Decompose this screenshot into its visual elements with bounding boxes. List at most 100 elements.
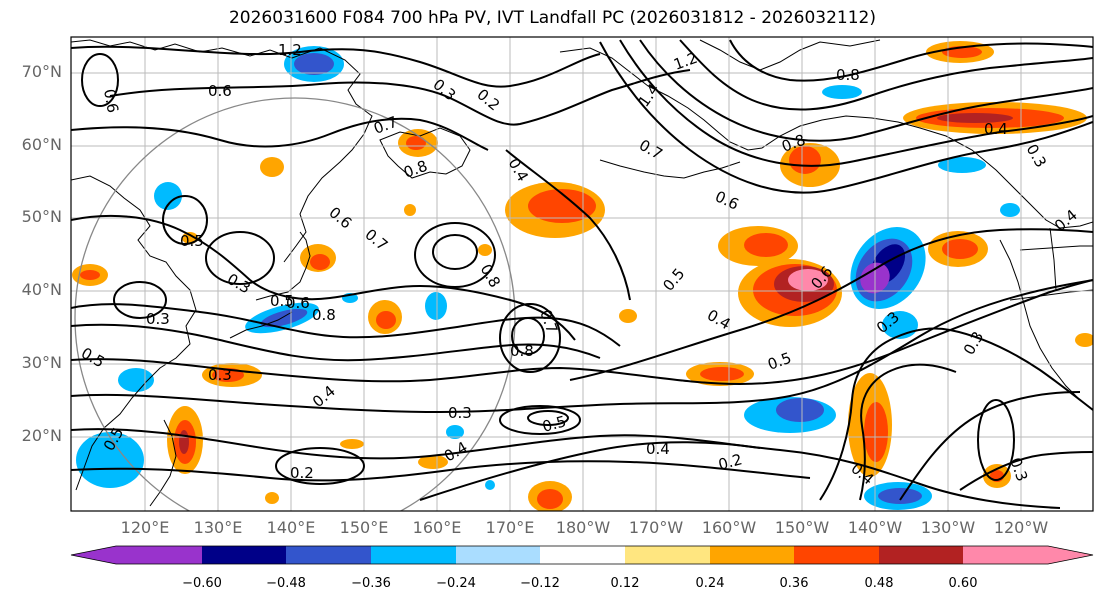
lon-label-160e: 160°E bbox=[412, 518, 462, 537]
pv-contour bbox=[205, 231, 275, 285]
coastline bbox=[71, 175, 197, 491]
pv-contour bbox=[619, 39, 1093, 167]
pv-blob bbox=[776, 398, 824, 422]
pv-blob bbox=[179, 430, 189, 454]
pv-blob bbox=[154, 182, 182, 210]
pv-contour bbox=[113, 281, 167, 319]
colorbar-extend-left bbox=[71, 546, 116, 564]
pv-contour bbox=[419, 441, 761, 501]
lon-label-150w: 150°W bbox=[774, 518, 830, 537]
pv-contour bbox=[71, 428, 1061, 509]
contour-label: 0.5 bbox=[270, 292, 294, 310]
colorbar-box bbox=[879, 546, 963, 564]
pv-blob bbox=[418, 455, 448, 469]
pv-blob bbox=[528, 189, 596, 223]
pv-contour bbox=[819, 327, 1093, 501]
contour-label: 0.3 bbox=[448, 404, 472, 422]
pv-blob bbox=[942, 239, 978, 259]
pv-blob bbox=[537, 489, 563, 509]
pv-contour bbox=[639, 39, 1093, 142]
coastline bbox=[1049, 227, 1057, 291]
colorbar-box bbox=[202, 546, 286, 564]
pv-contour bbox=[505, 149, 631, 301]
colorbar-box bbox=[116, 546, 202, 564]
colorbar-tick-label: −0.60 bbox=[182, 576, 222, 591]
pv-blob bbox=[744, 233, 788, 257]
pv-contour bbox=[959, 451, 1093, 491]
contour-label: 1.2 bbox=[278, 41, 302, 59]
pv-blob bbox=[789, 146, 821, 174]
pv-contour bbox=[499, 303, 561, 373]
pv-contour bbox=[527, 410, 569, 426]
colorbar-tick-label: 0.48 bbox=[864, 576, 894, 591]
lat-label-30n: 30°N bbox=[21, 353, 62, 372]
coastline bbox=[379, 127, 471, 179]
colorbar-tick-label: 0.60 bbox=[948, 576, 978, 591]
pv-blob bbox=[700, 367, 744, 381]
pv-blob bbox=[310, 254, 330, 270]
contour-label: 0.6 bbox=[208, 82, 232, 100]
coastline bbox=[255, 231, 311, 301]
pv-blob bbox=[1000, 203, 1020, 217]
lon-label-120e: 120°E bbox=[120, 518, 170, 537]
pv-blob bbox=[260, 157, 284, 177]
lon-label-150e: 150°E bbox=[339, 518, 389, 537]
colorbar-tick-label: 0.36 bbox=[779, 576, 809, 591]
lat-label-40n: 40°N bbox=[21, 280, 62, 299]
lon-label-140e: 140°E bbox=[266, 518, 316, 537]
colorbar-tick-label: −0.12 bbox=[520, 576, 560, 591]
lon-label-160w: 160°W bbox=[701, 518, 757, 537]
pv-contours bbox=[71, 39, 1093, 509]
pv-blob bbox=[788, 269, 828, 291]
pv-contour bbox=[71, 279, 1093, 414]
colorbar-boxes bbox=[116, 546, 1048, 564]
colorbar-box bbox=[371, 546, 456, 564]
pv-contour bbox=[729, 39, 1093, 82]
contour-label: 0.5 bbox=[540, 412, 568, 436]
pv-contour bbox=[511, 317, 545, 355]
lat-label-20n: 20°N bbox=[21, 426, 62, 445]
pv-contour bbox=[71, 279, 1093, 386]
lon-label-170w: 170°W bbox=[628, 518, 684, 537]
colorbar-tick-label: −0.48 bbox=[266, 576, 306, 591]
colorbar-box bbox=[540, 546, 625, 564]
contour-label: 0.3 bbox=[146, 310, 170, 328]
contour-label: 0.2 bbox=[716, 450, 744, 474]
map-frame bbox=[70, 36, 1094, 512]
pv-blob bbox=[478, 244, 492, 256]
pv-contour bbox=[499, 405, 581, 435]
coastline bbox=[1019, 245, 1093, 251]
contour-label: 0.8 bbox=[510, 342, 534, 360]
contour-label: 0.8 bbox=[312, 306, 336, 324]
colorbar-box bbox=[963, 546, 1048, 564]
colorbar-tick-label: −0.36 bbox=[351, 576, 391, 591]
coastlines bbox=[71, 39, 1093, 507]
pv-contour bbox=[71, 323, 601, 362]
colorbar-box bbox=[286, 546, 371, 564]
colorbar-extend-right bbox=[1048, 546, 1093, 564]
contour-label: 0.4 bbox=[984, 120, 1008, 138]
pv-contour bbox=[71, 303, 621, 347]
colorbar-box bbox=[625, 546, 710, 564]
pv-contour bbox=[71, 45, 601, 88]
pv-contour bbox=[899, 391, 1081, 501]
pv-blob bbox=[937, 113, 1013, 123]
pv-blob bbox=[425, 292, 447, 320]
colorbar-outline bbox=[70, 545, 1094, 565]
colorbar-box bbox=[710, 546, 794, 564]
lat-label-70n: 70°N bbox=[21, 62, 62, 81]
pv-blob bbox=[864, 402, 888, 462]
pv-contour bbox=[162, 195, 208, 245]
pv-contour bbox=[109, 69, 691, 126]
pv-contour bbox=[71, 214, 576, 341]
colorbar-box bbox=[456, 546, 540, 564]
contour-label: 0.4 bbox=[646, 440, 670, 458]
pv-blob bbox=[938, 157, 986, 173]
pv-blob bbox=[446, 425, 464, 439]
pv-contour bbox=[859, 363, 957, 501]
lon-label-120w: 120°W bbox=[993, 518, 1049, 537]
pv-contour bbox=[599, 41, 1093, 194]
lat-label-60n: 60°N bbox=[21, 135, 62, 154]
pv-blob bbox=[404, 204, 416, 216]
contour-label: 0.8 bbox=[836, 66, 860, 84]
